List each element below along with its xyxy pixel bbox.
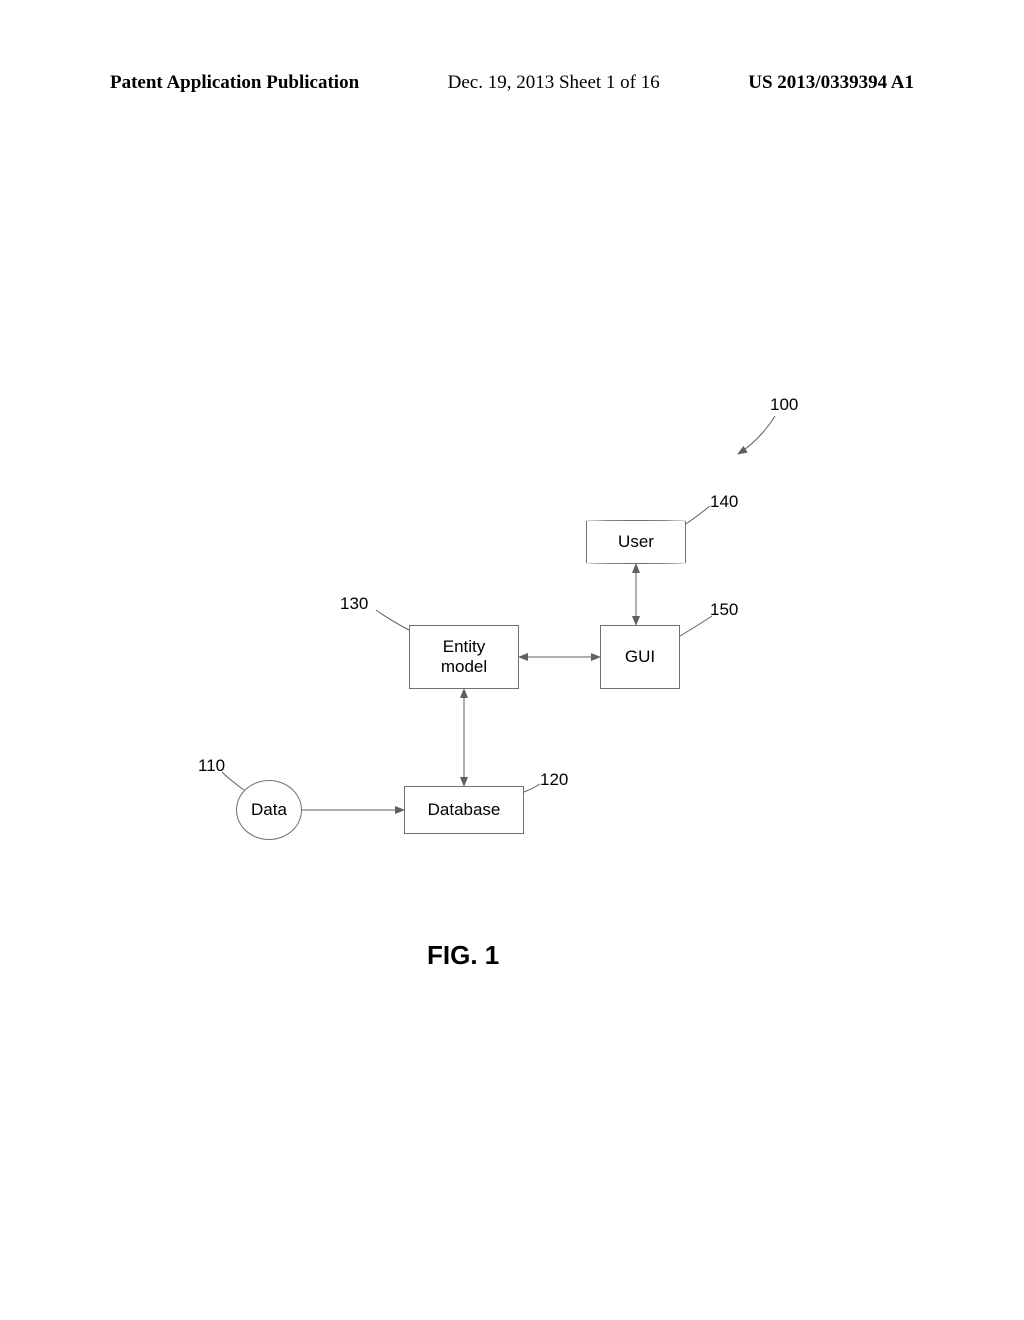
node-gui-label: GUI: [625, 647, 655, 667]
ref-110: 110: [198, 756, 225, 776]
ref-140: 140: [710, 492, 738, 512]
page-header: Patent Application Publication Dec. 19, …: [0, 72, 1024, 94]
ref-120: 120: [540, 770, 568, 790]
node-user: User: [586, 520, 686, 564]
header-pubnum: US 2013/0339394 A1: [748, 72, 914, 94]
node-database-label: Database: [428, 800, 501, 820]
node-entity: Entitymodel: [409, 625, 519, 689]
ref-150: 150: [710, 600, 738, 620]
node-entity-label: Entitymodel: [441, 637, 487, 678]
node-data-label: Data: [251, 800, 287, 820]
node-database: Database: [404, 786, 524, 834]
node-gui: GUI: [600, 625, 680, 689]
figure-caption: FIG. 1: [427, 940, 499, 971]
node-data: Data: [236, 780, 302, 840]
header-publication: Patent Application Publication: [110, 72, 359, 94]
ref-130: 130: [340, 594, 368, 614]
node-user-label: User: [618, 532, 654, 552]
ref-100: 100: [770, 395, 798, 415]
header-date-sheet: Dec. 19, 2013 Sheet 1 of 16: [448, 72, 660, 94]
